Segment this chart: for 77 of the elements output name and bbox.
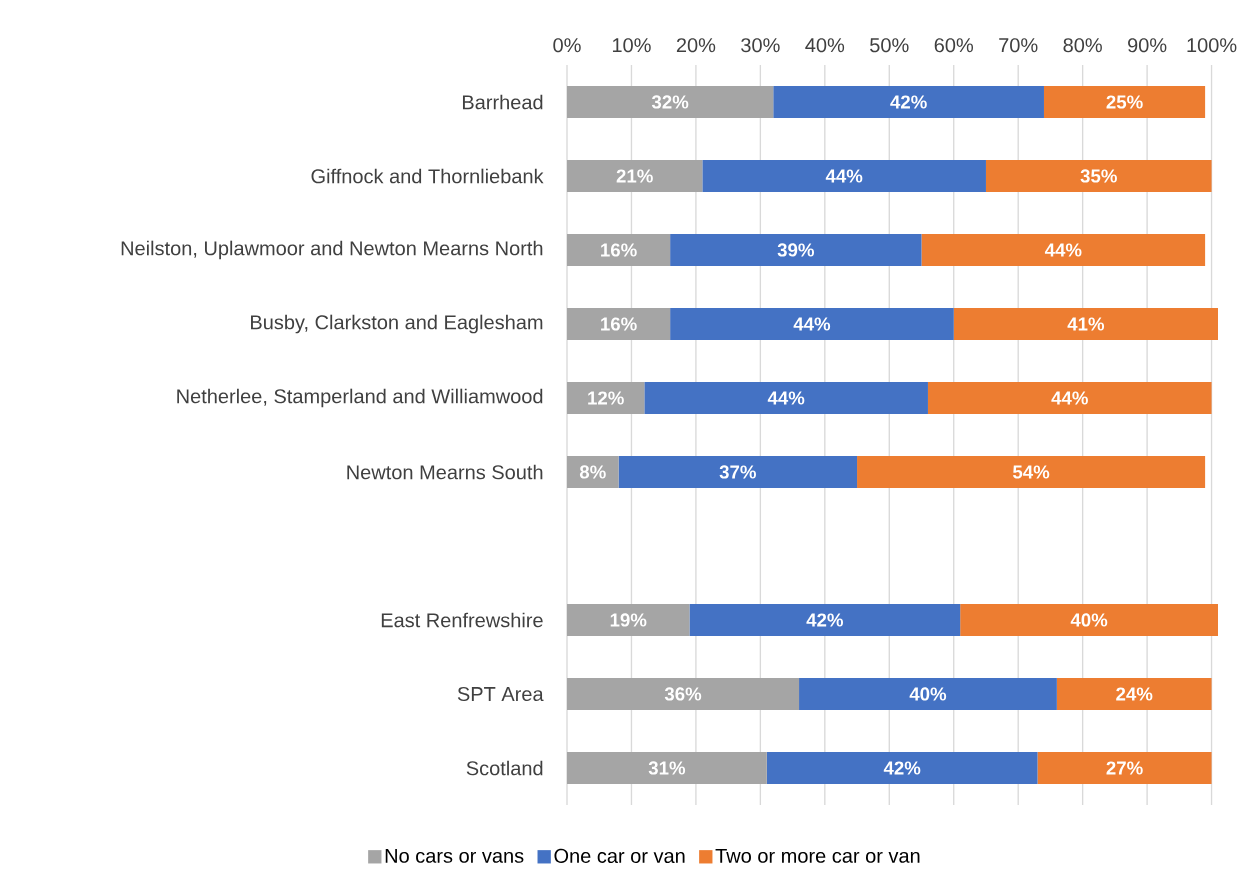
x-tick-label: 30%: [741, 38, 780, 53]
x-tick-label: 50%: [870, 38, 909, 53]
data-label: 44%: [767, 391, 805, 405]
y-tick-label: Busby, Clarkston and Eaglesham: [251, 314, 543, 334]
bar: [1056, 677, 1212, 710]
bar: [670, 308, 954, 340]
x-tick-label: 100%: [1187, 38, 1237, 53]
data-label: 42%: [806, 613, 844, 627]
bar: [618, 456, 858, 488]
data-label: 16%: [601, 317, 637, 331]
x-tick-label: 60%: [934, 38, 974, 53]
data-label: 37%: [719, 465, 756, 479]
y-tick-label: Netherlee, Stamperland and Williamwood: [177, 388, 543, 408]
bar: [567, 603, 690, 636]
data-label: 44%: [1044, 243, 1082, 257]
bar: [567, 382, 645, 414]
bar: [921, 234, 1206, 266]
bar: [567, 677, 800, 710]
bar: [644, 382, 928, 414]
legend-label: No cars or vans: [385, 848, 524, 863]
data-label: 44%: [1051, 391, 1088, 405]
bar: [985, 160, 1212, 192]
legend-label: Two or more car or van: [715, 848, 920, 863]
bar: [567, 86, 774, 118]
data-label: 16%: [601, 243, 637, 257]
data-label: 31%: [648, 761, 686, 775]
data-label: 40%: [1070, 613, 1108, 627]
data-label: 21%: [616, 169, 653, 183]
bar: [1043, 86, 1206, 118]
bar: [567, 456, 619, 488]
x-tick-label: 40%: [805, 38, 845, 53]
data-label: 44%: [793, 317, 831, 331]
y-tick-label: Giffnock and Thornliebank: [311, 168, 544, 184]
y-tick-label: SPT Area: [457, 686, 544, 702]
bar: [567, 308, 671, 340]
data-label: 25%: [1106, 95, 1143, 109]
x-tick-label: 80%: [1063, 38, 1102, 53]
data-label: 24%: [1116, 687, 1153, 701]
data-label: 41%: [1067, 317, 1105, 331]
data-label: 42%: [883, 761, 921, 775]
bar: [857, 456, 1206, 488]
data-label: 19%: [610, 613, 647, 627]
data-label: 12%: [588, 391, 624, 405]
data-label: 27%: [1106, 761, 1143, 775]
bar: [689, 603, 961, 636]
data-label: 8%: [579, 465, 606, 479]
bar: [799, 677, 1057, 710]
data-label: 44%: [825, 169, 863, 183]
data-label: 42%: [890, 95, 927, 109]
y-tick-label: Newton Mearns South: [347, 464, 543, 480]
bar: [927, 382, 1212, 414]
data-label: 35%: [1080, 169, 1117, 183]
bar: [960, 603, 1218, 636]
x-tick-label: 90%: [1128, 38, 1167, 53]
x-tick-label: 70%: [999, 38, 1038, 53]
data-label: 54%: [1012, 465, 1050, 479]
bar: [773, 86, 1044, 118]
y-tick-label: Neilston, Uplawmoor and Newton Mearns North: [121, 240, 543, 260]
bar: [567, 160, 703, 192]
x-tick-label: 10%: [612, 38, 651, 53]
bar: [567, 751, 767, 784]
bar: [766, 751, 1038, 784]
y-tick-label: Barrhead: [462, 94, 543, 110]
y-tick-label: Scotland: [466, 760, 543, 776]
data-label: 39%: [777, 243, 815, 257]
x-tick-label: 20%: [676, 38, 716, 53]
bar: [953, 308, 1218, 340]
data-label: 32%: [651, 95, 689, 109]
legend-label: One car or van: [554, 848, 685, 863]
bar: [670, 234, 922, 266]
y-tick-label: East Renfrewshire: [381, 612, 543, 628]
bar: [1037, 751, 1212, 784]
bar: [567, 234, 671, 266]
bar: [702, 160, 986, 192]
data-label: 40%: [909, 687, 947, 701]
x-tick-label: 0%: [553, 38, 581, 53]
data-label: 36%: [664, 687, 702, 701]
